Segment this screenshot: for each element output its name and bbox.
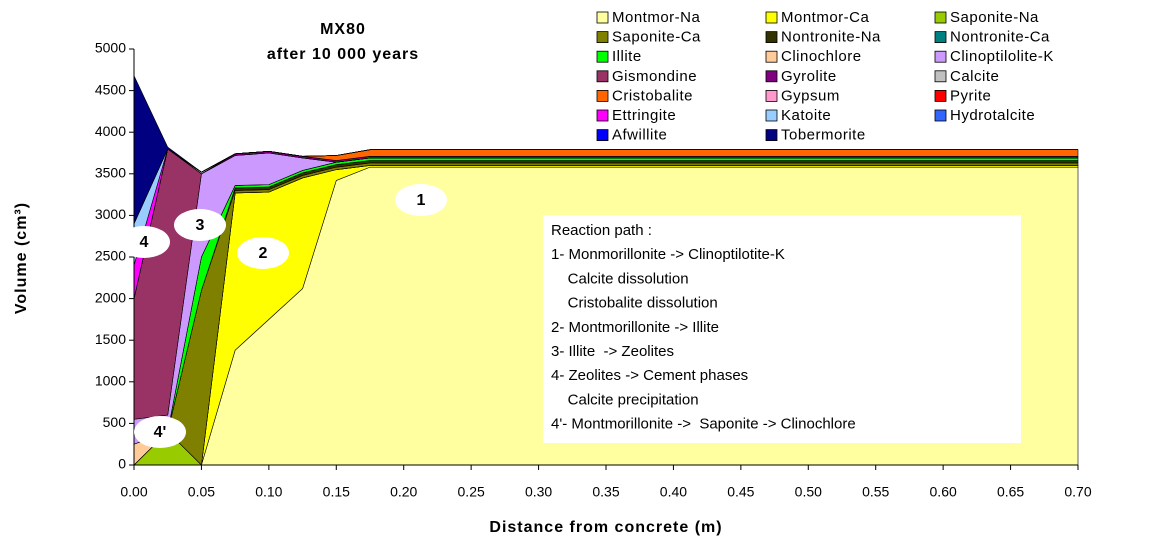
legend-swatch	[765, 50, 778, 63]
legend-label: Katoite	[781, 107, 831, 124]
x-tick-label: 0.00	[120, 484, 147, 500]
annotation-label: 4'	[154, 424, 167, 441]
legend-swatch	[934, 70, 947, 83]
annotation-label: 4	[140, 234, 149, 251]
legend-label: Gismondine	[612, 68, 697, 85]
y-axis-title: Volume (cm³)	[13, 202, 30, 314]
legend-label: Hydrotalcite	[950, 107, 1035, 124]
y-tick-label: 3500	[95, 165, 126, 181]
legend-label: Afwillite	[612, 127, 667, 144]
legend-swatch	[765, 11, 778, 24]
x-tick-label: 0.55	[862, 484, 889, 500]
legend-swatch	[596, 31, 609, 44]
legend-label: Cristobalite	[612, 87, 693, 104]
legend-swatch	[596, 129, 609, 142]
x-tick-label: 0.70	[1064, 484, 1091, 500]
reaction-line: Reaction path :	[551, 222, 652, 239]
y-tick-label: 4500	[95, 81, 126, 97]
legend-swatch	[596, 50, 609, 63]
x-tick-label: 0.50	[795, 484, 822, 500]
legend-swatch	[934, 90, 947, 102]
x-tick-label: 0.10	[255, 484, 282, 500]
legend-swatch	[934, 50, 947, 63]
y-tick-label: 1000	[95, 373, 126, 389]
x-tick-label: 0.15	[323, 484, 350, 500]
x-tick-label: 0.45	[727, 484, 754, 500]
legend-swatch	[596, 109, 609, 122]
legend-swatch	[765, 109, 778, 122]
annotation-bubble	[174, 209, 226, 241]
x-axis-title: Distance from concrete (m)	[489, 519, 722, 536]
legend-swatch	[934, 109, 947, 122]
annotation-label: 3	[196, 217, 205, 234]
x-tick-label: 0.40	[660, 484, 687, 500]
y-tick-label: 0	[118, 456, 126, 472]
legend-label: Pyrite	[950, 87, 991, 104]
legend-label: Calcite	[950, 68, 999, 85]
annotation-label: 2	[259, 245, 268, 262]
legend-label: Gyrolite	[781, 68, 837, 85]
x-tick-label: 0.60	[930, 484, 957, 500]
reaction-line: 4'- Montmorillonite -> Saponite -> Clino…	[551, 416, 856, 433]
reaction-line: Cristobalite dissolution	[551, 295, 718, 312]
y-tick-label: 500	[103, 414, 127, 430]
x-tick-label: 0.25	[458, 484, 485, 500]
legend-label: Nontronite-Ca	[950, 29, 1050, 46]
annotation-bubble	[395, 184, 447, 216]
annotation-label: 1	[417, 192, 426, 209]
legend-label: Montmor-Ca	[781, 9, 870, 26]
reaction-line: Calcite dissolution	[551, 270, 689, 287]
legend-label: Clinochlore	[781, 48, 862, 65]
reaction-line: Calcite precipitation	[551, 391, 699, 408]
x-tick-label: 0.30	[525, 484, 552, 500]
reaction-line: 2- Montmorillonite -> Illite	[551, 319, 719, 336]
y-tick-label: 2500	[95, 248, 126, 264]
legend-swatch	[765, 129, 778, 142]
x-tick-label: 0.20	[390, 484, 417, 500]
y-tick-label: 3000	[95, 206, 126, 222]
legend-label: Nontronite-Na	[781, 29, 881, 46]
area	[133, 75, 1078, 224]
legend-swatch	[596, 70, 609, 83]
legend-label: Montmor-Na	[612, 9, 701, 26]
legend-swatch	[765, 31, 778, 44]
legend-label: Saponite-Na	[950, 9, 1039, 26]
reaction-line: 3- Illite -> Zeolites	[551, 343, 674, 360]
annotation-bubble	[118, 226, 170, 258]
legend-swatch	[596, 90, 609, 102]
y-tick-label: 4000	[95, 123, 126, 139]
legend-label: Gypsum	[781, 87, 840, 104]
legend-swatch	[765, 70, 778, 83]
reaction-box	[543, 215, 1021, 443]
annotation-bubble	[134, 416, 186, 448]
legend-swatch	[765, 90, 778, 102]
x-tick-label: 0.65	[997, 484, 1024, 500]
chart-subtitle: after 10 000 years	[267, 46, 419, 63]
reaction-line: 1- Monmorillonite -> Clinoptilotite-K	[551, 246, 785, 263]
y-tick-label: 5000	[95, 40, 126, 56]
legend-swatch	[934, 11, 947, 24]
legend-label: Saponite-Ca	[612, 29, 701, 46]
legend-label: Tobermorite	[781, 127, 866, 144]
legend-swatch	[596, 11, 609, 24]
legend-label: Ettringite	[612, 107, 676, 124]
legend-swatch	[934, 31, 947, 44]
reaction-line: 4- Zeolites -> Cement phases	[551, 367, 748, 384]
annotation-bubble	[237, 237, 289, 269]
legend-label: Clinoptilolite-K	[950, 48, 1054, 65]
y-tick-label: 2000	[95, 289, 126, 305]
chart-title: MX80	[320, 21, 366, 38]
x-tick-label: 0.05	[188, 484, 215, 500]
legend-label: Illite	[612, 48, 642, 65]
x-tick-label: 0.35	[592, 484, 619, 500]
y-tick-label: 1500	[95, 331, 126, 347]
